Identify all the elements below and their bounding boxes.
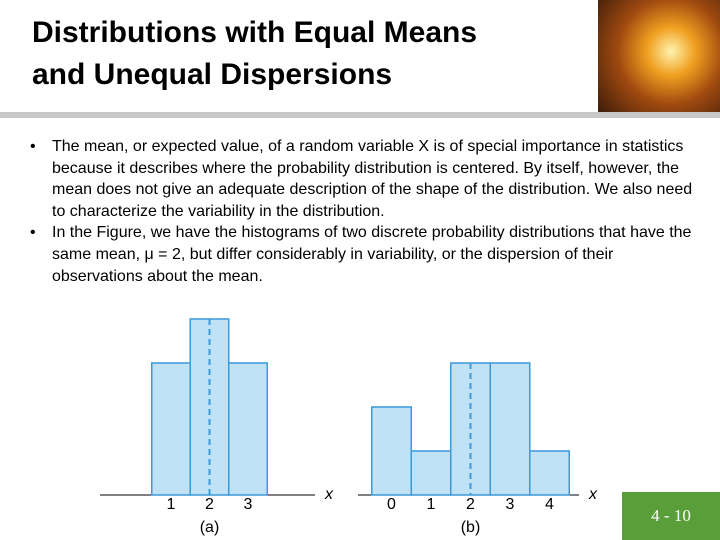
bar	[228, 362, 268, 496]
page-number: 4 - 10	[622, 492, 720, 540]
x-tick-label: 0	[387, 496, 396, 513]
bar	[529, 450, 570, 496]
bullet: In the Figure, we have the histograms of…	[30, 222, 695, 287]
bar	[151, 362, 191, 496]
x-tick-label: 1	[427, 496, 436, 513]
x-tick-label: 4	[545, 496, 554, 513]
bullet: The mean, or expected value, of a random…	[30, 136, 695, 222]
bullet-list: The mean, or expected value, of a random…	[30, 136, 695, 287]
x-tick-label: 3	[244, 496, 253, 513]
x-axis-label: x	[324, 486, 334, 503]
x-tick-label: 2	[466, 496, 475, 513]
slide-title: Distributions with Equal Means	[32, 16, 478, 49]
bar	[189, 318, 230, 496]
x-axis-label: x	[588, 486, 598, 503]
bar	[371, 406, 412, 496]
x-tick-label: 1	[167, 496, 176, 513]
bar	[410, 450, 452, 496]
bar	[489, 362, 531, 496]
figure-caption: (b)	[461, 519, 481, 536]
x-tick-label: 2	[205, 496, 214, 513]
figure-caption: (a)	[200, 519, 220, 536]
x-tick-label: 3	[506, 496, 515, 513]
divider	[0, 112, 720, 118]
slide-title: and Unequal Dispersions	[32, 58, 393, 91]
header-image	[598, 0, 720, 114]
